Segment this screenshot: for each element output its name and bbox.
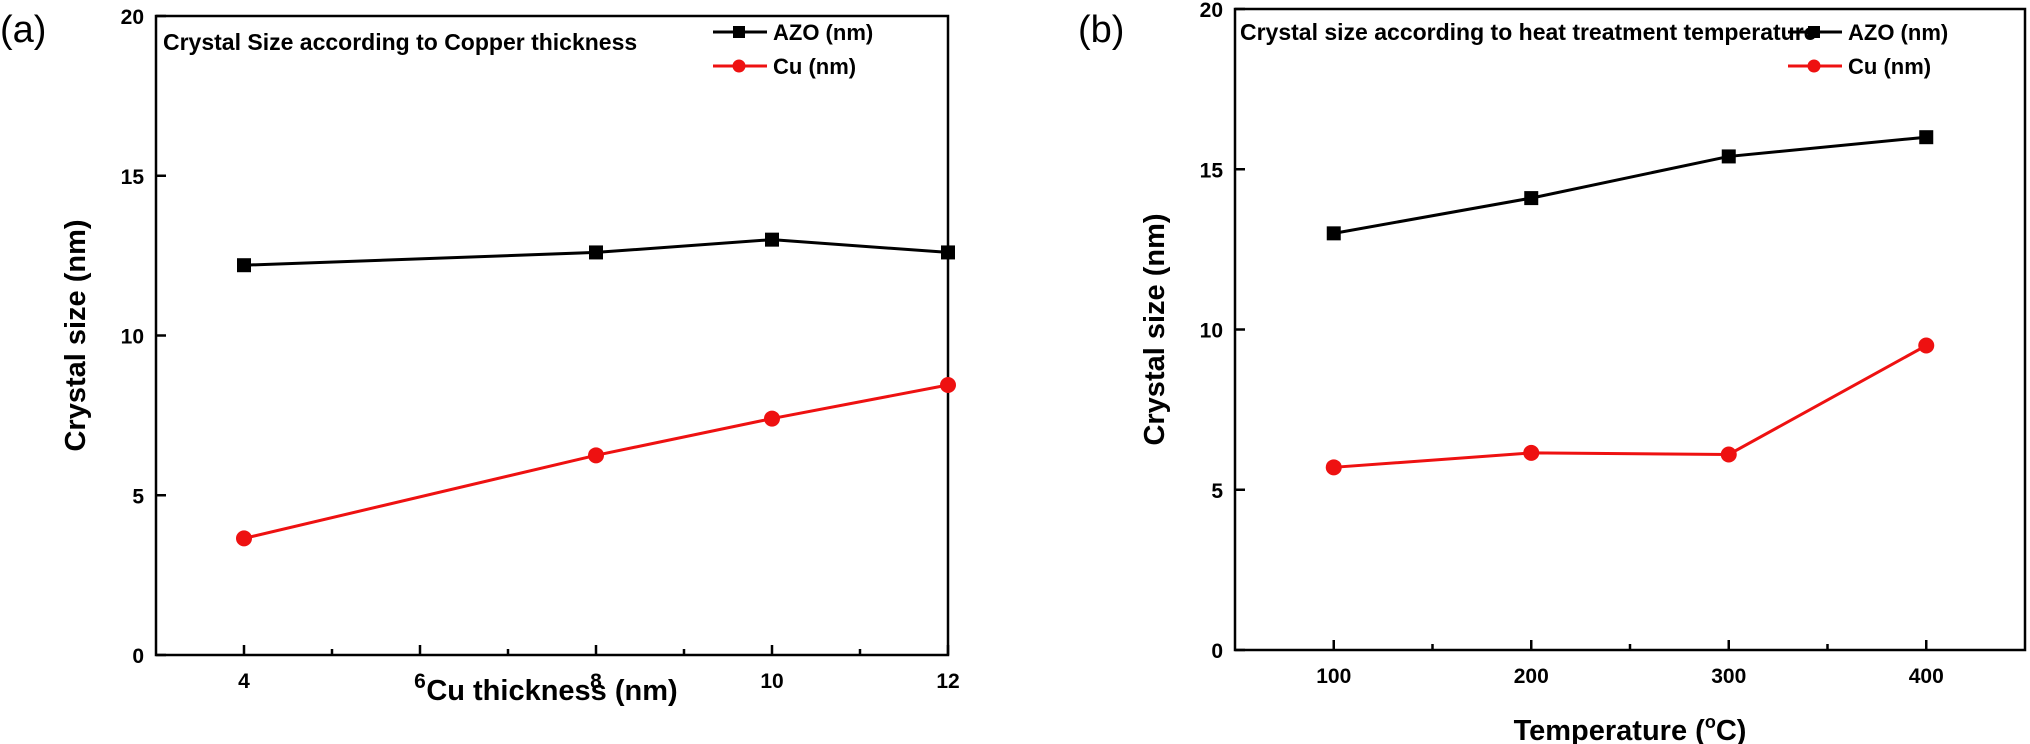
x-tick-label: 8 bbox=[590, 670, 602, 693]
x-tick-label: 12 bbox=[936, 670, 959, 693]
y-tick-label: 15 bbox=[1200, 159, 1224, 182]
y-tick-label: 15 bbox=[121, 166, 145, 189]
plot-frame bbox=[1233, 7, 2027, 652]
y-tick-label: 10 bbox=[121, 326, 144, 349]
x-tick-label: 4 bbox=[238, 670, 250, 693]
x-axis-title-suffix: C) bbox=[1716, 715, 1747, 744]
y-tick-label: 0 bbox=[132, 645, 144, 668]
series-line bbox=[243, 383, 949, 540]
legend-label: AZO (nm) bbox=[773, 20, 873, 45]
legend-marker bbox=[732, 59, 746, 73]
x-axis-title-prefix: Temperature ( bbox=[1514, 715, 1706, 744]
plot-frame bbox=[154, 14, 950, 657]
y-tick-label: 5 bbox=[1211, 480, 1223, 503]
series-line bbox=[243, 238, 949, 267]
chart-panel-a: (a) 0 5 10 15 20 4 6 8 10 12 Cu thickness (nm) Cryst… bbox=[0, 6, 960, 707]
y-axis-title: Crystal size (nm) bbox=[60, 219, 92, 451]
series-cu bbox=[1325, 337, 1935, 476]
legend-label: Cu (nm) bbox=[1848, 54, 1931, 79]
y-tick-label: 0 bbox=[1211, 640, 1223, 663]
series-azo bbox=[237, 232, 955, 273]
panel-label: (a) bbox=[0, 9, 46, 51]
legend-label: AZO (nm) bbox=[1848, 20, 1948, 45]
x-axis-title-degree: o bbox=[1705, 712, 1716, 732]
data-point bbox=[941, 245, 955, 260]
data-point bbox=[236, 530, 252, 547]
data-point bbox=[1918, 337, 1935, 354]
chart-title: Crystal Size according to Copper thickne… bbox=[163, 29, 637, 55]
legend-marker bbox=[733, 26, 745, 38]
data-point bbox=[764, 410, 780, 427]
x-axis-title: Cu thickness (nm) bbox=[426, 675, 677, 707]
y-tick-label: 5 bbox=[132, 485, 144, 508]
data-point bbox=[1720, 446, 1737, 463]
data-point bbox=[1326, 226, 1341, 241]
data-point bbox=[1325, 459, 1342, 476]
data-point bbox=[1524, 191, 1539, 206]
x-tick-label: 6 bbox=[414, 670, 426, 693]
data-point bbox=[1919, 130, 1934, 145]
data-point bbox=[765, 232, 779, 247]
chart-title: Crystal size according to heat treatment… bbox=[1240, 19, 1816, 45]
x-tick-label: 200 bbox=[1514, 665, 1549, 688]
data-point bbox=[940, 377, 956, 394]
x-tick-label: 100 bbox=[1316, 665, 1351, 688]
legend-marker bbox=[1808, 26, 1820, 38]
data-point bbox=[1523, 444, 1540, 461]
y-tick-label: 20 bbox=[1200, 0, 1223, 22]
legend-marker bbox=[1807, 59, 1821, 73]
series-azo bbox=[1326, 130, 1934, 241]
x-tick-label: 10 bbox=[760, 670, 783, 693]
data-point bbox=[237, 258, 251, 273]
series-cu bbox=[236, 377, 956, 547]
data-point bbox=[589, 245, 603, 260]
legend-label: Cu (nm) bbox=[773, 54, 856, 79]
data-point bbox=[1721, 149, 1736, 164]
x-tick-label: 300 bbox=[1711, 665, 1746, 688]
y-axis-title: Crystal size (nm) bbox=[1139, 213, 1171, 445]
panel-label: (b) bbox=[1078, 9, 1124, 51]
data-point bbox=[588, 447, 604, 464]
y-tick-label: 10 bbox=[1200, 320, 1223, 343]
series-line bbox=[1333, 344, 1927, 469]
x-tick-label: 400 bbox=[1909, 665, 1944, 688]
series-line bbox=[1333, 135, 1927, 235]
y-tick-label: 20 bbox=[121, 6, 144, 29]
x-axis-title: Temperature (oC) bbox=[1514, 712, 1747, 744]
